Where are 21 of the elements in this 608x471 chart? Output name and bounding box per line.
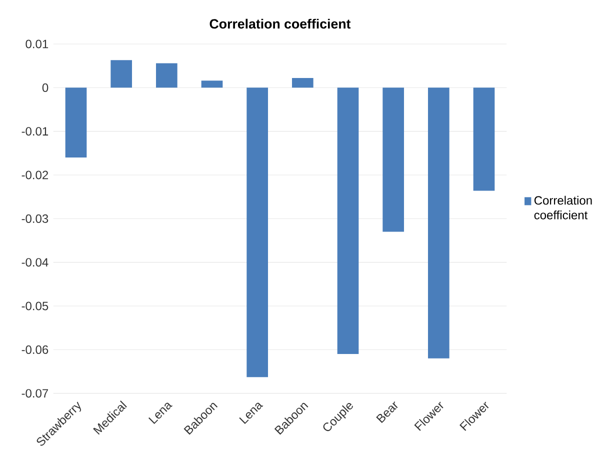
y-tick-label: -0.03 xyxy=(22,214,48,224)
bar xyxy=(428,88,450,359)
bar xyxy=(201,80,223,88)
bar xyxy=(110,60,132,88)
y-tick-label: -0.07 xyxy=(22,389,48,398)
bar xyxy=(473,88,495,191)
y-tick-label: -0.05 xyxy=(22,302,48,310)
chart-title: Correlation coefficient xyxy=(210,19,351,29)
y-tick-label: 0 xyxy=(42,84,48,92)
bar xyxy=(65,88,87,158)
y-tick-label: -0.02 xyxy=(22,170,48,180)
bar xyxy=(292,78,314,88)
bar xyxy=(156,63,178,88)
y-tick-label: -0.06 xyxy=(22,346,48,354)
y-tick-label: -0.04 xyxy=(22,258,48,267)
bar xyxy=(382,88,404,232)
legend-label: Correlation coefficient xyxy=(534,196,592,220)
bar xyxy=(246,88,268,378)
y-tick-label: -0.01 xyxy=(22,127,48,136)
bar xyxy=(337,88,359,354)
y-tick-label: 0.01 xyxy=(26,40,48,48)
